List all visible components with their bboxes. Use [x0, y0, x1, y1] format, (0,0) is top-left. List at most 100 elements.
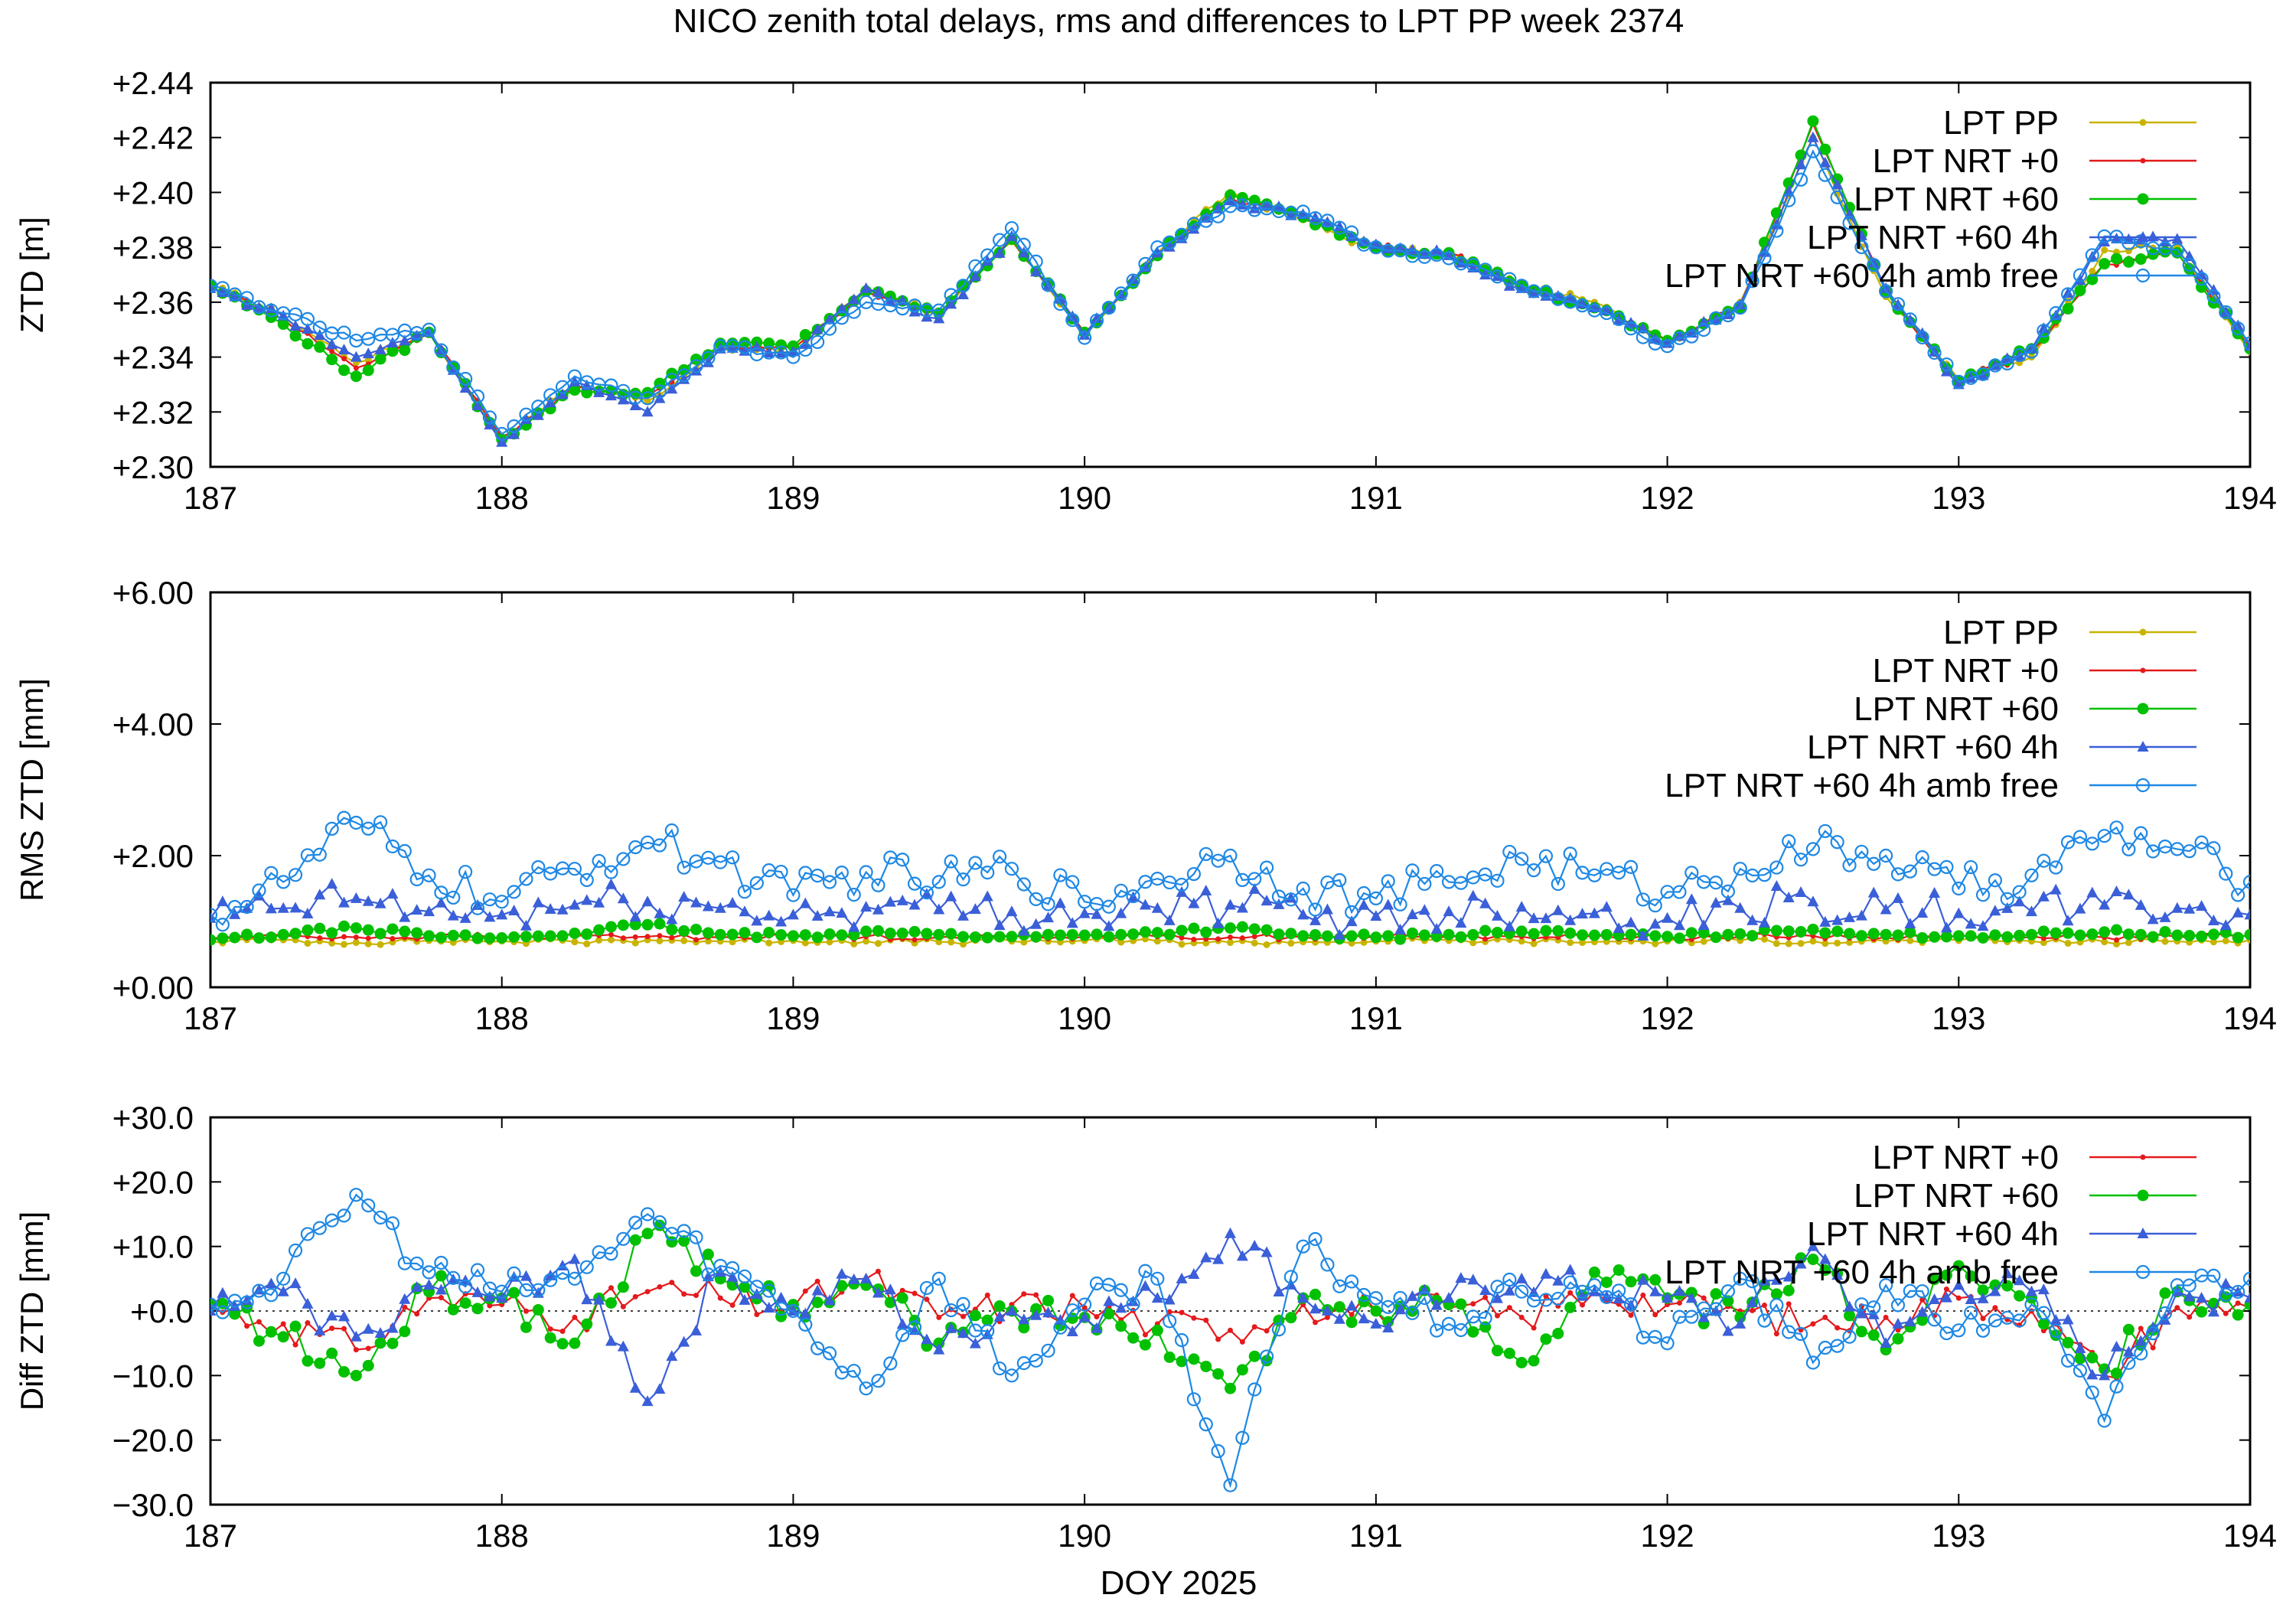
data-point — [1503, 1347, 1515, 1359]
data-point — [980, 1324, 995, 1339]
data-point — [1722, 1295, 1734, 1307]
data-point — [1150, 240, 1165, 255]
data-point — [2196, 1306, 2208, 1318]
y-tick-label: +0.0 — [130, 1293, 194, 1329]
data-point — [945, 928, 957, 940]
legend-marker — [2137, 703, 2149, 715]
data-point — [422, 868, 436, 882]
data-point — [640, 391, 655, 406]
data-point — [883, 1356, 898, 1371]
data-point — [1685, 927, 1698, 939]
data-point — [1518, 938, 1525, 945]
data-point — [1200, 884, 1212, 895]
data-point — [353, 1347, 359, 1353]
data-point — [1138, 256, 1153, 271]
data-point — [751, 931, 763, 944]
data-point — [1313, 1319, 1319, 1326]
data-point — [1405, 863, 1420, 878]
data-point — [859, 1381, 873, 1396]
data-point — [1345, 930, 1358, 942]
data-point — [822, 1346, 837, 1361]
data-point — [2157, 1306, 2173, 1321]
data-point — [907, 1320, 922, 1335]
data-point — [690, 923, 703, 935]
data-point — [446, 360, 461, 375]
data-point — [256, 1319, 262, 1325]
data-point — [969, 1309, 981, 1322]
data-point — [1579, 939, 1587, 947]
data-point — [2086, 886, 2099, 898]
data-point — [1478, 1311, 1492, 1326]
data-point — [702, 927, 714, 939]
data-point — [919, 1280, 934, 1296]
data-point — [1320, 1257, 1335, 1272]
data-point — [957, 909, 970, 921]
data-point — [289, 320, 302, 331]
data-point — [414, 1311, 420, 1317]
data-point — [1393, 897, 1407, 911]
data-point — [1660, 1336, 1675, 1351]
data-point — [2244, 1292, 2250, 1303]
data-point — [2001, 931, 2014, 943]
data-point — [1782, 1284, 1795, 1296]
data-point — [447, 1303, 459, 1316]
data-point — [826, 938, 833, 946]
data-point — [1127, 1295, 1140, 1306]
data-point — [1538, 285, 1554, 299]
x-tick-label: 188 — [475, 1000, 529, 1036]
data-point — [1151, 902, 1163, 913]
data-point — [252, 1283, 266, 1298]
data-point — [666, 383, 678, 394]
data-point — [616, 1231, 631, 1246]
data-point — [1662, 1292, 1674, 1303]
data-point — [957, 1327, 970, 1339]
x-tick-label: 189 — [766, 1000, 820, 1036]
data-point — [1115, 1302, 1127, 1313]
data-point — [1370, 1305, 1382, 1317]
data-point — [1283, 1270, 1298, 1284]
data-point — [1797, 940, 1805, 947]
data-point — [543, 1273, 558, 1287]
data-point — [397, 843, 412, 859]
data-point — [1309, 914, 1322, 925]
data-point — [2050, 1314, 2062, 1326]
series-lpt-nrt-60-4h — [210, 878, 2250, 941]
data-point — [786, 888, 801, 902]
data-point — [1491, 270, 1503, 282]
data-point — [1625, 928, 1637, 941]
data-point — [678, 1335, 690, 1347]
y-tick-label: +4.00 — [113, 706, 194, 742]
data-point — [361, 1198, 376, 1213]
data-point — [1733, 862, 1747, 876]
data-point — [1795, 1257, 1807, 1269]
data-point — [1296, 881, 1310, 896]
data-point — [2210, 938, 2217, 946]
data-point — [2037, 1318, 2050, 1330]
data-point — [1345, 1316, 1358, 1329]
data-point — [884, 295, 896, 306]
data-point — [1867, 256, 1880, 268]
x-tick-label: 192 — [1641, 480, 1694, 516]
data-point — [739, 1293, 751, 1305]
data-point — [762, 1283, 776, 1298]
data-point — [912, 937, 918, 943]
data-point — [1202, 939, 1210, 947]
data-point — [2122, 842, 2136, 856]
data-point — [908, 898, 921, 910]
data-point — [863, 938, 870, 945]
data-point — [1567, 1290, 1574, 1296]
data-point — [1955, 1295, 1962, 1301]
data-point — [520, 919, 532, 931]
series-line — [210, 149, 2250, 435]
data-point — [1575, 1284, 1590, 1299]
data-point — [1807, 115, 1819, 127]
data-point — [907, 298, 922, 313]
data-point — [252, 883, 266, 898]
data-point — [1466, 257, 1480, 272]
data-point — [1174, 227, 1189, 242]
data-point — [1770, 1273, 1782, 1285]
data-point — [701, 850, 716, 865]
data-point — [1151, 246, 1163, 258]
plot-frame-rms — [209, 591, 2252, 989]
data-point — [1358, 898, 1370, 910]
